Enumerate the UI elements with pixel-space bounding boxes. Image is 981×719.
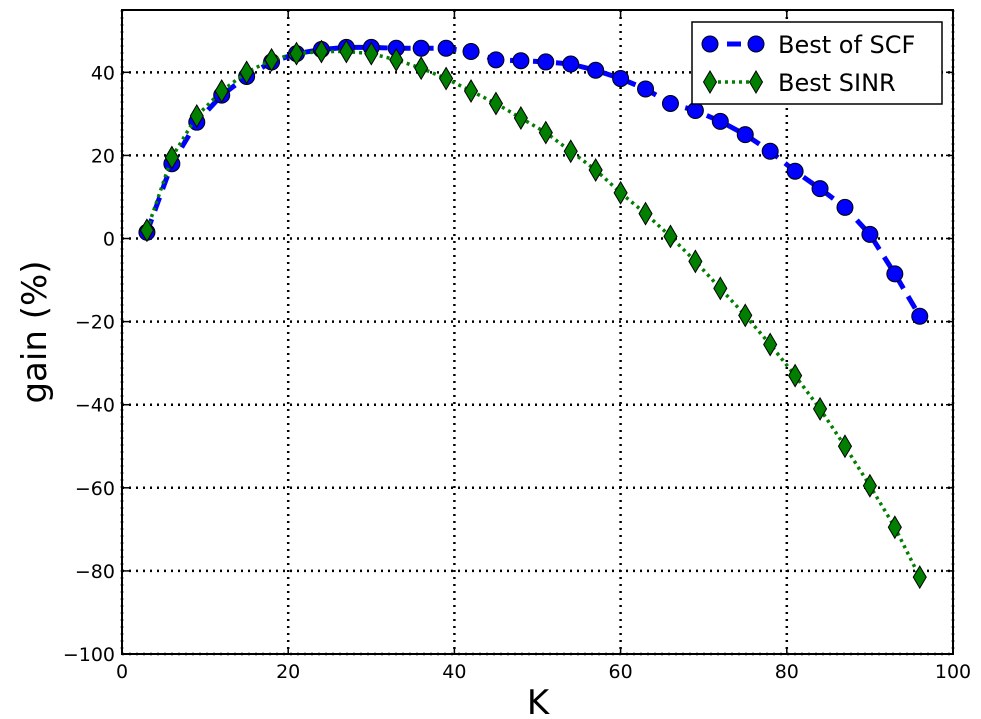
data-point [587, 61, 605, 79]
series-line [145, 49, 922, 578]
data-point [488, 91, 504, 116]
y-tick-label: −40 [75, 395, 115, 417]
data-point [513, 106, 528, 131]
legend-entry: Best of SCF [701, 31, 915, 59]
legend-marker [702, 70, 718, 94]
data-point [713, 276, 728, 301]
y-tick-label: −80 [75, 561, 115, 583]
data-point [139, 218, 155, 243]
series-layer [138, 38, 929, 590]
data-point [812, 396, 828, 421]
x-tick-label: 20 [276, 661, 300, 683]
data-point [463, 79, 479, 104]
legend-marker [701, 35, 719, 53]
y-tick-label: 40 [91, 62, 115, 84]
data-point [663, 224, 678, 249]
plot-background [122, 10, 953, 654]
legend-box [691, 21, 943, 105]
x-tick-label: 100 [935, 661, 971, 683]
y-tick-label: −100 [63, 644, 115, 666]
legend: Best of SCF Best SINR [691, 21, 943, 105]
data-point [562, 55, 580, 73]
data-point [538, 120, 553, 145]
data-point [912, 565, 927, 590]
data-point [512, 52, 530, 70]
data-point [811, 180, 829, 198]
data-point [886, 265, 904, 283]
y-tick-label: 0 [103, 229, 115, 251]
y-tick-label: −20 [75, 312, 115, 334]
data-point [314, 39, 329, 64]
x-tick-label: 60 [609, 661, 633, 683]
data-point [414, 56, 429, 81]
tick-labels: 0 20 40 60 80 100 −100 −80 −60 −40 −20 0 20 40 [63, 62, 971, 683]
data-point [736, 126, 754, 144]
data-point [837, 434, 853, 459]
data-point [711, 112, 729, 130]
data-point [686, 102, 704, 120]
data-point [239, 60, 254, 85]
y-axis-title: gain (%) [15, 260, 55, 403]
data-point [289, 41, 304, 66]
legend-marker [747, 35, 765, 53]
data-point [364, 41, 379, 66]
legend-label: Best SINR [778, 69, 896, 97]
x-tick-label: 0 [116, 661, 128, 683]
x-axis-title: K [527, 683, 551, 719]
data-point [763, 332, 778, 357]
data-point [189, 103, 204, 128]
data-point [439, 66, 454, 91]
data-point [613, 180, 628, 205]
data-point [412, 39, 430, 57]
y-tick-label: −60 [75, 478, 115, 500]
data-point [612, 70, 630, 88]
data-point [788, 363, 803, 388]
data-point [738, 303, 753, 328]
data-point [638, 201, 653, 226]
x-tick-label: 40 [442, 661, 466, 683]
legend-entry: Best SINR [702, 69, 896, 97]
data-point [537, 53, 555, 71]
series-2 [139, 39, 927, 590]
data-point [786, 162, 804, 180]
legend-label: Best of SCF [778, 31, 915, 59]
data-point [887, 515, 902, 540]
data-point [437, 39, 455, 57]
data-point [462, 43, 480, 61]
data-point [214, 79, 229, 104]
data-point [563, 139, 578, 164]
data-point [264, 47, 279, 72]
data-point [164, 145, 179, 170]
data-point [688, 249, 703, 274]
data-point [661, 94, 679, 112]
data-point [588, 157, 603, 182]
data-point [389, 47, 404, 72]
data-point [911, 307, 929, 325]
x-tick-label: 80 [775, 661, 799, 683]
data-point [862, 473, 877, 498]
data-point [836, 198, 854, 216]
plot-frame [121, 9, 954, 655]
data-point [761, 142, 779, 160]
y-tick-label: 20 [91, 145, 115, 167]
data-point [861, 225, 879, 243]
data-point [637, 80, 655, 98]
data-point [487, 51, 505, 69]
data-point [339, 39, 354, 64]
legend-marker [748, 70, 764, 94]
